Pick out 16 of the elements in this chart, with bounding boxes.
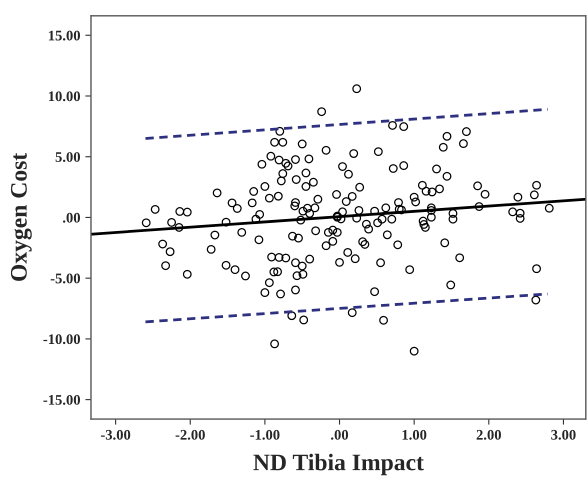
- x-tick-label: 1.00: [402, 430, 426, 440]
- y-tick-label: 10.00: [48, 91, 80, 102]
- x-tick-label: -2.00: [176, 430, 205, 440]
- y-tick-label: .00: [62, 212, 80, 223]
- x-tick-label: -1.00: [250, 430, 280, 440]
- y-tick-label: 5.00: [56, 152, 80, 162]
- y-tick-label: -5.00: [50, 274, 80, 284]
- x-tick-label: 2.00: [476, 430, 502, 440]
- x-tick-label: .00: [331, 430, 348, 440]
- x-axis-title: ND Tibia Impact: [253, 454, 424, 476]
- x-tick-label: 3.00: [551, 430, 576, 440]
- y-tick-label: 15.00: [48, 30, 80, 41]
- x-tick-label: -3.00: [100, 430, 130, 440]
- y-tick-label: -10.00: [43, 334, 80, 344]
- y-axis-title: Oxygen Cost: [10, 152, 32, 281]
- y-tick-label: -15.00: [43, 394, 80, 405]
